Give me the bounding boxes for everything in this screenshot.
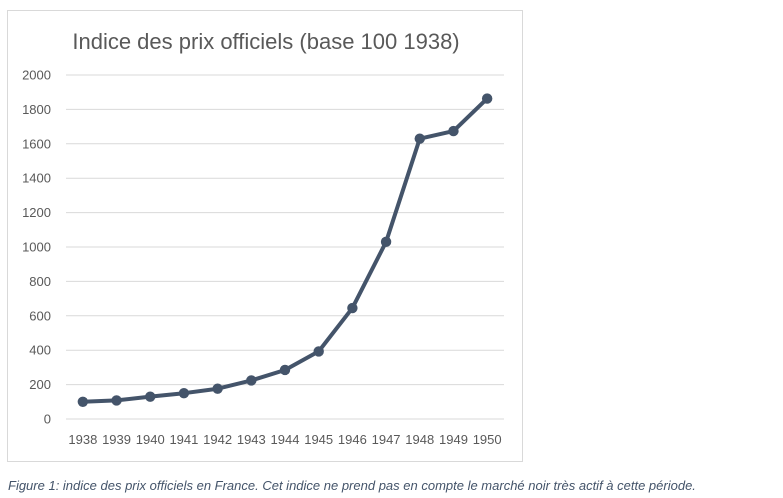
line-chart: 0 200 400 600 800 1000 1200 1400 1600 1800 2000 19… [22,68,504,447]
data-point [246,375,257,386]
data-point [414,133,425,144]
y-tick-label: 1600 [22,136,51,151]
data-point [347,302,358,314]
x-tick-label: 1948 [405,432,434,447]
data-point [212,383,223,394]
data-point [145,391,156,402]
data-point [448,125,459,137]
x-tick-label: 1939 [102,432,131,447]
data-point [313,346,324,357]
y-tick-label: 1200 [22,205,51,220]
y-tick-label: 1400 [22,171,51,186]
x-tick-label: 1944 [271,432,300,447]
y-tick-label: 600 [29,308,51,323]
x-tick-label: 1942 [203,432,232,447]
figure-caption: Figure 1: indice des prix officiels en F… [8,478,696,493]
y-tick-label: 2000 [22,68,51,83]
x-tick-label: 1945 [304,432,333,447]
x-tick-label: 1941 [169,432,198,447]
y-tick-label: 800 [29,274,51,289]
y-tick-label: 1000 [22,240,51,255]
chart-frame: Indice des prix officiels (base 100 1938… [7,10,523,462]
y-tick-label: 0 [44,412,51,427]
x-tick-label: 1950 [473,432,502,447]
x-tick-label: 1943 [237,432,266,447]
chart-title: Indice des prix officiels (base 100 1938… [72,29,460,54]
data-point [178,388,190,399]
x-tick-label: 1949 [439,432,468,447]
data-point [481,93,493,104]
y-tick-label: 1800 [22,102,51,117]
data-point [380,236,392,248]
data-point [77,396,89,407]
y-tick-label: 400 [29,343,51,358]
data-point [111,395,122,406]
y-tick-label: 200 [29,377,51,392]
x-tick-label: 1940 [136,432,165,447]
x-tick-label: 1938 [68,432,97,447]
x-tick-label: 1947 [372,432,401,447]
data-point [279,364,291,376]
x-tick-label: 1946 [338,432,367,447]
